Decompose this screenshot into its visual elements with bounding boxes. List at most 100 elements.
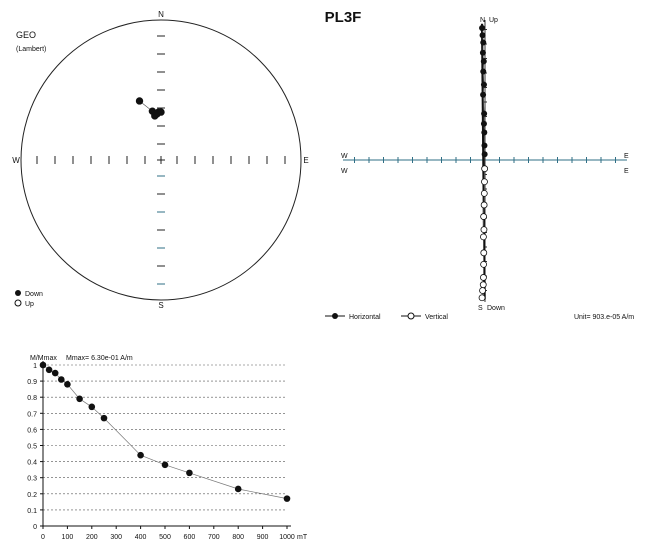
zijderveld-horizontal-point xyxy=(480,68,487,75)
zijderveld-west-label: W xyxy=(341,153,348,160)
zijderveld-vertical-point xyxy=(481,178,488,186)
legend-down-label: Down xyxy=(25,291,43,298)
projection-label: GEO xyxy=(16,30,36,40)
chart-x-tick-label: 100 xyxy=(62,534,74,541)
chart-x-tick-label: 900 xyxy=(257,534,269,541)
chart-data-point xyxy=(234,485,242,493)
chart-y-tick-label: 0.9 xyxy=(27,379,37,386)
chart-grid xyxy=(43,364,287,511)
legend-vertical-marker xyxy=(407,312,415,320)
chart-x-tick-label: 400 xyxy=(135,534,147,541)
chart-x-tick-label: 0 xyxy=(41,534,45,541)
chart-x-tick-label: 1000 xyxy=(279,534,295,541)
zijderveld-south-label: S xyxy=(478,305,483,312)
zijderveld-vertical-point xyxy=(480,201,488,209)
stereonet-north-label: N xyxy=(158,10,164,19)
zijderveld-horizontal-point xyxy=(480,91,487,98)
zijderveld-horizontal-point xyxy=(481,110,488,117)
chart-data-point xyxy=(186,469,193,477)
chart-series xyxy=(39,361,291,502)
stereonet-point xyxy=(148,107,157,115)
chart-y-tick-label: 0.2 xyxy=(27,492,37,499)
zijderveld-vertical-point xyxy=(481,165,489,173)
chart-y-title: M/Mmax xyxy=(30,355,57,362)
chart-y-tick-label: 0.1 xyxy=(27,508,37,515)
chart-y-tick-label: 0.6 xyxy=(27,427,37,434)
zijderveld-vertical-point xyxy=(479,281,487,289)
page-title: PL3F xyxy=(325,9,362,26)
zijderveld-horizontal-point xyxy=(481,129,488,136)
chart-y-tick-label: 0 xyxy=(33,524,37,531)
chart-y-tick-label: 0.8 xyxy=(27,395,37,402)
stereonet-circle xyxy=(20,19,302,301)
legend-horizontal-label: Horizontal xyxy=(349,314,381,321)
chart-y-tick-label: 0.4 xyxy=(27,460,37,467)
zijderveld-vertical-point xyxy=(480,274,487,281)
chart-data-point xyxy=(76,395,83,403)
chart-data-point xyxy=(283,495,291,502)
zijderveld-horizontal-point xyxy=(480,120,487,127)
chart-x-tick-label: 600 xyxy=(184,534,196,541)
zijderveld-vertical-point xyxy=(480,189,488,197)
stereonet-south-label: S xyxy=(158,301,163,310)
chart-x-tick-label: 300 xyxy=(110,534,122,541)
chart-data-point xyxy=(58,376,65,383)
chart-data-point xyxy=(161,461,169,469)
legend-down-marker xyxy=(15,290,21,296)
stereonet-point xyxy=(135,97,144,105)
zijderveld-vertical-point xyxy=(478,294,486,302)
stereonet-point xyxy=(157,108,165,116)
chart-y-tick-label: 1 xyxy=(33,363,37,370)
chart-data-point xyxy=(100,414,108,422)
zijderveld-vertical-point xyxy=(480,233,487,241)
chart-mmax-annotation: Mmax= 6.30e-01 A/m xyxy=(66,355,133,362)
zijderveld-down-label: Down xyxy=(487,305,505,312)
stereonet-west-label: W xyxy=(12,156,20,165)
chart-y-tick-label: 0.7 xyxy=(27,411,37,418)
zijderveld-east-label-2: E xyxy=(624,168,629,175)
chart-series-line xyxy=(42,364,288,499)
zijderveld-west-label-2: W xyxy=(341,168,348,175)
zijderveld-horizontal-point xyxy=(480,58,487,65)
chart-data-point xyxy=(137,451,144,459)
projection-sublabel: (Lambert) xyxy=(16,46,46,53)
chart-y-tick-label: 0.5 xyxy=(27,444,37,451)
chart-data-point xyxy=(45,366,53,374)
zijderveld-north-label: N xyxy=(480,17,485,24)
zijderveld-vertical-point xyxy=(480,226,488,234)
zijderveld-vertical-point xyxy=(480,213,488,220)
chart-x-tick-label: 200 xyxy=(86,534,98,541)
chart-x-axis-label: mT xyxy=(297,534,308,541)
stereonet-panel: GEO (Lambert) N S W E Down Up xyxy=(12,10,308,310)
zijderveld-horizontal-point xyxy=(479,25,486,32)
chart-data-point xyxy=(64,381,71,388)
chart-x-tick-label: 700 xyxy=(208,534,220,541)
zijderveld-vertical-point xyxy=(479,287,486,294)
zijderveld-horizontal-point xyxy=(480,81,487,88)
zijderveld-vertical-point xyxy=(480,249,488,257)
zijderveld-panel: N Up W W E E S Down Horizontal Vertical … xyxy=(325,17,634,321)
chart-y-tick-label: 0.3 xyxy=(27,476,37,483)
zijderveld-horizontal-point xyxy=(480,39,487,46)
legend-up-label: Up xyxy=(25,301,34,308)
chart-data-point xyxy=(51,369,59,377)
legend-vertical-label: Vertical xyxy=(425,314,448,321)
chart-x-tick-label: 500 xyxy=(159,534,171,541)
stereonet-ticks xyxy=(36,35,286,285)
zijderveld-horizontal-point xyxy=(479,49,486,56)
zijderveld-horizontal-point xyxy=(481,142,488,149)
zijderveld-up-label: Up xyxy=(489,17,498,24)
stereonet-points xyxy=(135,97,165,120)
legend-horizontal-marker xyxy=(332,313,338,319)
chart-x-tick-label: 800 xyxy=(232,534,244,541)
zijderveld-horizontal-point xyxy=(481,151,488,158)
zijderveld-points xyxy=(478,23,489,302)
stereonet-east-label: E xyxy=(303,156,308,165)
chart-data-point xyxy=(88,403,96,411)
legend-up-marker xyxy=(14,299,22,307)
zijderveld-vertical-point xyxy=(480,260,488,268)
zijderveld-east-label: E xyxy=(624,153,629,160)
chart-axes: 0 0.1 0.2 0.3 0.4 0.5 0.6 0.7 0.8 0.9 1 0 100 200 300 4… xyxy=(27,361,295,541)
demag-chart: M/Mmax Mmax= 6.30e-01 A/m 00.10.20.30.40… xyxy=(27,355,308,541)
